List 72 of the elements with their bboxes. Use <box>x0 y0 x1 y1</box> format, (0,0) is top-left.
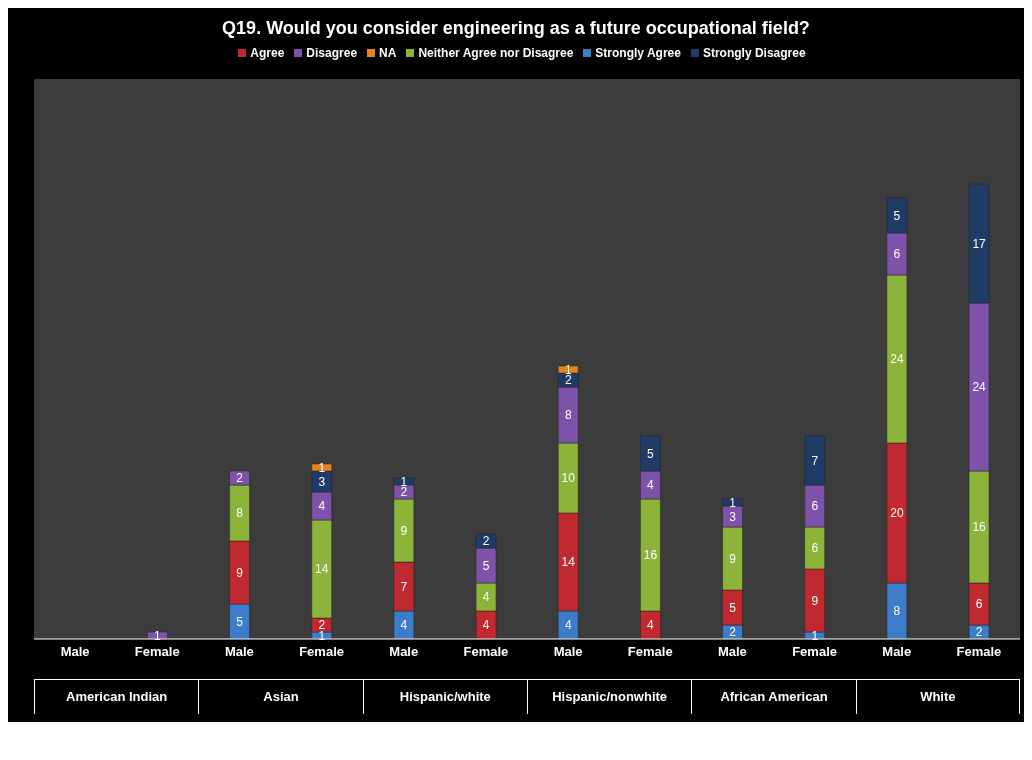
data-label: 6 <box>811 499 819 514</box>
legend-label: Neither Agree nor Disagree <box>418 46 574 60</box>
legend-label: NA <box>379 46 397 60</box>
data-label: 2 <box>482 534 490 549</box>
data-label: 8 <box>893 604 901 619</box>
data-label: 8 <box>564 408 572 423</box>
data-label: 5 <box>729 600 737 615</box>
data-label: 8 <box>236 506 244 521</box>
data-label: 4 <box>482 590 490 605</box>
data-label: 7 <box>811 453 819 468</box>
text: Asian <box>198 680 363 714</box>
x-tick-label: Female <box>299 644 344 660</box>
data-label: 16 <box>972 520 987 535</box>
data-label: 2 <box>400 485 408 500</box>
legend-label: Agree <box>250 46 285 60</box>
legend-label: Disagree <box>306 46 358 60</box>
data-label: 4 <box>318 499 326 514</box>
data-label: 24 <box>972 380 987 395</box>
data-label: 6 <box>893 247 901 262</box>
data-label: 16 <box>643 548 658 563</box>
data-label: 9 <box>811 593 819 608</box>
text: American Indian <box>34 680 199 714</box>
data-label: 2 <box>236 471 244 486</box>
data-label: 9 <box>400 523 408 538</box>
x-tick-label: Female <box>792 644 837 660</box>
chart-title: Q19. Would you consider engineering as a future occupational field? <box>221 17 811 39</box>
data-label: 1 <box>729 495 737 510</box>
x-tick-label: Female <box>627 644 673 660</box>
data-label: 4 <box>647 478 655 493</box>
legend-label: Strongly Disagree <box>702 46 806 60</box>
data-label: 5 <box>893 208 901 223</box>
x-tick-label: Male <box>389 644 419 660</box>
x-tick-label: Female <box>463 644 509 660</box>
x-tick-label: Female <box>134 644 180 660</box>
data-label: 5 <box>482 558 490 573</box>
data-label: 1 <box>154 628 162 643</box>
data-label: 9 <box>729 551 737 566</box>
x-tick-label: Male <box>224 644 254 660</box>
text: Hispanic/white <box>362 680 527 714</box>
data-label: 3 <box>318 474 326 489</box>
data-label: 14 <box>561 555 576 570</box>
text: White <box>855 680 1020 714</box>
data-label: 4 <box>647 618 655 633</box>
data-label: 20 <box>890 506 904 521</box>
data-label: 6 <box>811 541 819 556</box>
data-label: 1 <box>811 628 819 643</box>
text: African American <box>691 680 856 714</box>
data-label: 2 <box>564 373 572 388</box>
x-tick-label: Male <box>717 644 747 660</box>
data-label: 1 <box>318 628 326 643</box>
data-label: 4 <box>400 618 408 633</box>
data-label: 4 <box>564 618 572 633</box>
data-label: 14 <box>315 562 329 577</box>
data-label: 17 <box>972 236 987 251</box>
x-tick-label: Male <box>60 644 90 660</box>
data-label: 24 <box>890 352 904 367</box>
data-label: 6 <box>975 597 983 612</box>
data-label: 5 <box>236 614 244 629</box>
legend-label: Strongly Agree <box>595 46 681 60</box>
data-label: 5 <box>647 446 655 461</box>
data-label: 10 <box>561 471 576 486</box>
x-tick-label: Female <box>956 644 1002 660</box>
data-label: 9 <box>236 565 244 580</box>
data-label: 7 <box>400 579 408 594</box>
data-label: 3 <box>729 509 737 524</box>
x-tick-label: Male <box>553 644 583 660</box>
data-label: 4 <box>482 618 490 633</box>
data-label: 2 <box>975 625 983 640</box>
data-label: 1 <box>318 460 326 475</box>
data-label: 2 <box>729 625 737 640</box>
x-tick-label: Male <box>882 644 912 660</box>
text: Hispanic/nonwhite <box>527 680 692 714</box>
